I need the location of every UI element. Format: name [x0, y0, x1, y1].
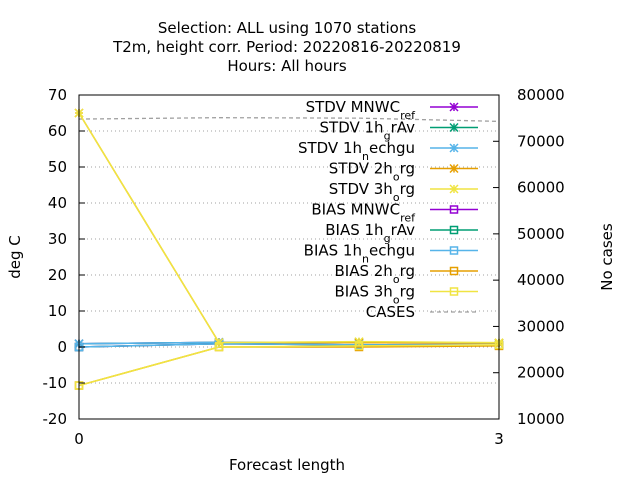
y-tick-label: 60	[48, 122, 67, 140]
y2-tick-label: 30000	[517, 317, 565, 335]
data-point	[449, 163, 459, 174]
legend-entry: BIAS 1hgrAv	[325, 221, 478, 245]
legend-entry: STDV 2horg	[329, 160, 478, 184]
y-tick-label: 0	[57, 338, 67, 356]
y-tick-label: -10	[43, 374, 68, 392]
data-point	[214, 342, 224, 352]
y-tick-label: -20	[43, 410, 68, 428]
series-line	[78, 344, 500, 387]
x-tick-label: 0	[74, 430, 84, 448]
data-point	[449, 143, 459, 153]
series-line	[78, 112, 500, 344]
y2-tick-label: 50000	[517, 225, 565, 243]
series-cases	[78, 117, 500, 123]
data-point	[449, 225, 459, 235]
y-tick-label: 10	[48, 302, 67, 320]
legend-label: BIAS 1hnechgu	[304, 242, 415, 266]
series-line	[78, 117, 500, 123]
data-point	[354, 337, 364, 347]
chart-title-line-3: Hours: All hours	[227, 57, 346, 75]
y2-tick-label: 10000	[517, 410, 565, 428]
axis-ticks: -20-100102030405060701000020000300004000…	[43, 86, 565, 448]
y2-tick-label: 60000	[517, 179, 565, 197]
y-tick-label: 50	[48, 158, 67, 176]
legend-label: STDV MNWCref	[306, 98, 417, 122]
data-point	[449, 122, 459, 133]
legend-label: CASES	[366, 303, 415, 321]
y-tick-label: 70	[48, 86, 67, 104]
legend-entry: BIAS 3horg	[335, 283, 478, 307]
legend-entry: STDV MNWCref	[306, 98, 478, 122]
y2-tick-label: 70000	[517, 132, 565, 150]
legend-label: BIAS 2horg	[335, 262, 416, 286]
legend-label: BIAS 3horg	[335, 283, 416, 307]
legend-label: STDV 1hnechgu	[298, 139, 415, 163]
y2-axis-label: No cases	[598, 223, 616, 291]
data-point	[449, 102, 459, 112]
legend-entry: BIAS 1hnechgu	[304, 242, 478, 266]
legend-label: STDV 3horg	[329, 180, 415, 204]
data-point	[449, 184, 459, 194]
legend-entry: STDV 1hgrAv	[320, 119, 478, 143]
series-bias-3h-org	[74, 340, 504, 390]
chart-title-line-1: Selection: ALL using 1070 stations	[158, 19, 417, 37]
legend-label: STDV 2horg	[329, 160, 415, 184]
y-axis-label: deg C	[6, 235, 24, 279]
plot-frame	[78, 94, 500, 420]
y-tick-label: 20	[48, 266, 67, 284]
y2-tick-label: 40000	[517, 271, 565, 289]
legend-label: BIAS 1hgrAv	[325, 221, 415, 245]
data-point	[449, 246, 459, 255]
legend-entry: CASES	[366, 303, 478, 321]
legend-label: STDV 1hgrAv	[320, 119, 416, 143]
y-tick-label: 40	[48, 194, 67, 212]
data-point	[449, 205, 459, 214]
series-bias-2h-org	[74, 341, 504, 390]
x-axis-label: Forecast length	[229, 456, 345, 474]
data-point	[449, 287, 459, 296]
series-line	[78, 345, 500, 387]
legend-entry: BIAS 2horg	[335, 262, 478, 286]
x-tick-label: 3	[494, 430, 504, 448]
y2-tick-label: 20000	[517, 364, 565, 382]
legend-entry: STDV 3horg	[329, 180, 478, 204]
y-tick-label: 30	[48, 230, 67, 248]
y2-tick-label: 80000	[517, 86, 565, 104]
legend-label: BIAS MNWCref	[311, 201, 416, 225]
legend-entry: STDV 1hnechgu	[298, 139, 478, 163]
chart-title-line-2: T2m, height corr. Period: 20220816-20220…	[112, 38, 461, 56]
legend-entry: BIAS MNWCref	[311, 201, 478, 225]
data-point	[449, 266, 459, 276]
data-point	[214, 338, 224, 348]
data-point	[354, 341, 364, 351]
